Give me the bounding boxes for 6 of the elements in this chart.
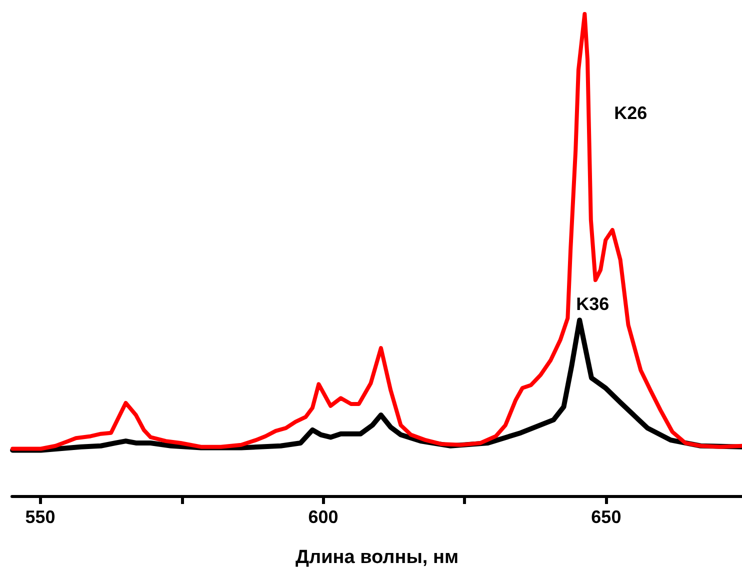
x-axis-title: Длина волны, нм [295, 547, 459, 568]
x-tick-label: 550 [25, 507, 56, 527]
series-label: K26 [614, 103, 648, 123]
series-label: K36 [576, 294, 610, 314]
x-tick-label: 600 [308, 507, 338, 527]
x-tick-label: 650 [591, 507, 622, 527]
